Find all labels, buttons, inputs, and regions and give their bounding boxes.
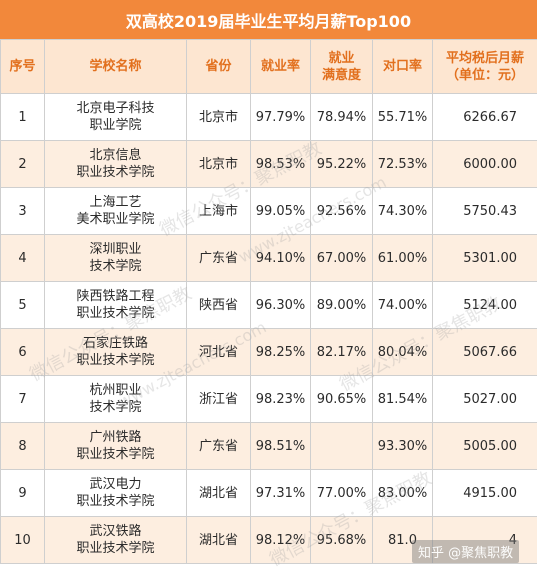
- cell-province: 河北省: [186, 328, 251, 376]
- cell-employment: 98.53%: [250, 140, 311, 188]
- header-salary: 平均税后月薪 （单位：元）: [432, 39, 537, 94]
- cell-province: 北京市: [186, 93, 251, 141]
- cell-match: 83.00%: [372, 469, 433, 517]
- cell-rank: 7: [0, 375, 45, 423]
- cell-school: 杭州职业 技术学院: [44, 375, 187, 423]
- cell-salary: 5124.00: [432, 281, 537, 329]
- header-row: 序号 学校名称 省份 就业率 就业 满意度 对口率 平均税后月薪 （单位：元）: [0, 39, 537, 94]
- table-row: 2 北京信息 职业技术学院 北京市 98.53% 95.22% 72.53% 6000.00: [0, 140, 537, 188]
- cell-match: 80.04%: [372, 328, 433, 376]
- cell-rank: 10: [0, 516, 45, 564]
- cell-rank: 6: [0, 328, 45, 376]
- cell-satisfaction: 82.17%: [310, 328, 373, 376]
- cell-match: 55.71%: [372, 93, 433, 141]
- cell-match: 93.30%: [372, 422, 433, 470]
- cell-province: 湖北省: [186, 469, 251, 517]
- cell-school: 武汉铁路 职业技术学院: [44, 516, 187, 564]
- cell-school: 北京电子科技 职业学院: [44, 93, 187, 141]
- cell-school: 北京信息 职业技术学院: [44, 140, 187, 188]
- zhihu-watermark: 知乎 @聚焦职教: [412, 540, 520, 563]
- cell-satisfaction: 78.94%: [310, 93, 373, 141]
- cell-satisfaction: 67.00%: [310, 234, 373, 282]
- cell-satisfaction: 90.65%: [310, 375, 373, 423]
- cell-salary: 5301.00: [432, 234, 537, 282]
- table-row: 6 石家庄铁路 职业技术学院 河北省 98.25% 82.17% 80.04% 5067.6…: [0, 328, 537, 376]
- header-match: 对口率: [372, 39, 433, 94]
- cell-match: 72.53%: [372, 140, 433, 188]
- header-school: 学校名称: [44, 39, 187, 94]
- cell-match: 61.00%: [372, 234, 433, 282]
- cell-rank: 8: [0, 422, 45, 470]
- cell-province: 湖北省: [186, 516, 251, 564]
- cell-employment: 98.25%: [250, 328, 311, 376]
- cell-school: 广州铁路 职业技术学院: [44, 422, 187, 470]
- cell-satisfaction: 77.00%: [310, 469, 373, 517]
- cell-salary: 5027.00: [432, 375, 537, 423]
- cell-satisfaction: 89.00%: [310, 281, 373, 329]
- cell-salary: 6000.00: [432, 140, 537, 188]
- cell-salary: 5750.43: [432, 187, 537, 235]
- cell-rank: 5: [0, 281, 45, 329]
- table-title: 双高校2019届毕业生平均月薪Top100: [0, 0, 537, 40]
- cell-salary: 5067.66: [432, 328, 537, 376]
- table-row: 4 深圳职业 技术学院 广东省 94.10% 67.00% 61.00% 5301.00: [0, 234, 537, 282]
- cell-employment: 97.31%: [250, 469, 311, 517]
- header-rank: 序号: [0, 39, 45, 94]
- table-row: 3 上海工艺 美术职业学院 上海市 99.05% 92.56% 74.30% 5750.43: [0, 187, 537, 235]
- cell-employment: 97.79%: [250, 93, 311, 141]
- cell-employment: 98.12%: [250, 516, 311, 564]
- table-row: 1 北京电子科技 职业学院 北京市 97.79% 78.94% 55.71% 6266.67: [0, 93, 537, 141]
- cell-rank: 3: [0, 187, 45, 235]
- cell-salary: 4: [432, 516, 537, 564]
- cell-satisfaction: 92.56%: [310, 187, 373, 235]
- cell-employment: 99.05%: [250, 187, 311, 235]
- cell-match: 74.30%: [372, 187, 433, 235]
- cell-employment: 98.51%: [250, 422, 311, 470]
- cell-rank: 1: [0, 93, 45, 141]
- cell-salary: 6266.67: [432, 93, 537, 141]
- cell-province: 北京市: [186, 140, 251, 188]
- cell-employment: 98.23%: [250, 375, 311, 423]
- cell-school: 石家庄铁路 职业技术学院: [44, 328, 187, 376]
- cell-match: 81.0: [372, 516, 433, 564]
- cell-match: 81.54%: [372, 375, 433, 423]
- cell-province: 广东省: [186, 422, 251, 470]
- header-province: 省份: [186, 39, 251, 94]
- cell-province: 浙江省: [186, 375, 251, 423]
- table-row: 5 陕西铁路工程 职业技术学院 陕西省 96.30% 89.00% 74.00% 5124.…: [0, 281, 537, 329]
- cell-province: 上海市: [186, 187, 251, 235]
- cell-employment: 94.10%: [250, 234, 311, 282]
- cell-school: 陕西铁路工程 职业技术学院: [44, 281, 187, 329]
- cell-province: 广东省: [186, 234, 251, 282]
- cell-rank: 9: [0, 469, 45, 517]
- header-satisfaction: 就业 满意度: [310, 39, 373, 94]
- table-row: 8 广州铁路 职业技术学院 广东省 98.51% 93.30% 5005.00: [0, 422, 537, 470]
- table-row: 9 武汉电力 职业技术学院 湖北省 97.31% 77.00% 83.00% 4915.00: [0, 469, 537, 517]
- table-row: 7 杭州职业 技术学院 浙江省 98.23% 90.65% 81.54% 5027.00: [0, 375, 537, 423]
- cell-rank: 4: [0, 234, 45, 282]
- cell-satisfaction: 95.22%: [310, 140, 373, 188]
- header-employment: 就业率: [250, 39, 311, 94]
- cell-salary: 4915.00: [432, 469, 537, 517]
- cell-school: 上海工艺 美术职业学院: [44, 187, 187, 235]
- cell-employment: 96.30%: [250, 281, 311, 329]
- cell-match: 74.00%: [372, 281, 433, 329]
- cell-school: 深圳职业 技术学院: [44, 234, 187, 282]
- cell-salary: 5005.00: [432, 422, 537, 470]
- cell-satisfaction: [310, 422, 373, 470]
- cell-satisfaction: 95.68%: [310, 516, 373, 564]
- cell-school: 武汉电力 职业技术学院: [44, 469, 187, 517]
- cell-rank: 2: [0, 140, 45, 188]
- cell-province: 陕西省: [186, 281, 251, 329]
- table-row: 10 武汉铁路 职业技术学院 湖北省 98.12% 95.68% 81.0 4: [0, 516, 537, 564]
- salary-table: 序号 学校名称 省份 就业率 就业 满意度 对口率 平均税后月薪 （单位：元） …: [0, 39, 537, 564]
